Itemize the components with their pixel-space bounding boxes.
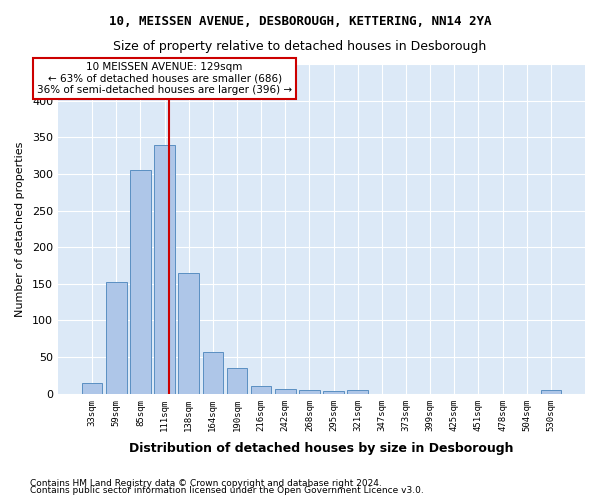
Bar (154, 144, 175, 394)
Text: Contains HM Land Registry data © Crown copyright and database right 2024.: Contains HM Land Registry data © Crown c… (30, 478, 382, 488)
Text: 10, MEISSEN AVENUE, DESBOROUGH, KETTERING, NN14 2YA: 10, MEISSEN AVENUE, DESBOROUGH, KETTERIN… (109, 15, 491, 28)
Text: Size of property relative to detached houses in Desborough: Size of property relative to detached ho… (113, 40, 487, 53)
Bar (227, 368, 247, 394)
Bar (323, 391, 344, 394)
Bar (203, 352, 223, 394)
Bar (251, 386, 271, 394)
Bar (106, 282, 127, 394)
Text: Contains public sector information licensed under the Open Government Licence v3: Contains public sector information licen… (30, 486, 424, 495)
Y-axis label: Number of detached properties: Number of detached properties (15, 141, 25, 316)
Bar (541, 390, 561, 394)
X-axis label: Distribution of detached houses by size in Desborough: Distribution of detached houses by size … (129, 442, 514, 455)
Bar (347, 390, 368, 394)
Bar (299, 390, 320, 394)
Bar (82, 383, 103, 394)
Bar (178, 273, 199, 394)
Bar (275, 388, 296, 394)
Bar (130, 170, 151, 394)
Text: 10 MEISSEN AVENUE: 129sqm
← 63% of detached houses are smaller (686)
36% of semi: 10 MEISSEN AVENUE: 129sqm ← 63% of detac… (37, 62, 292, 96)
